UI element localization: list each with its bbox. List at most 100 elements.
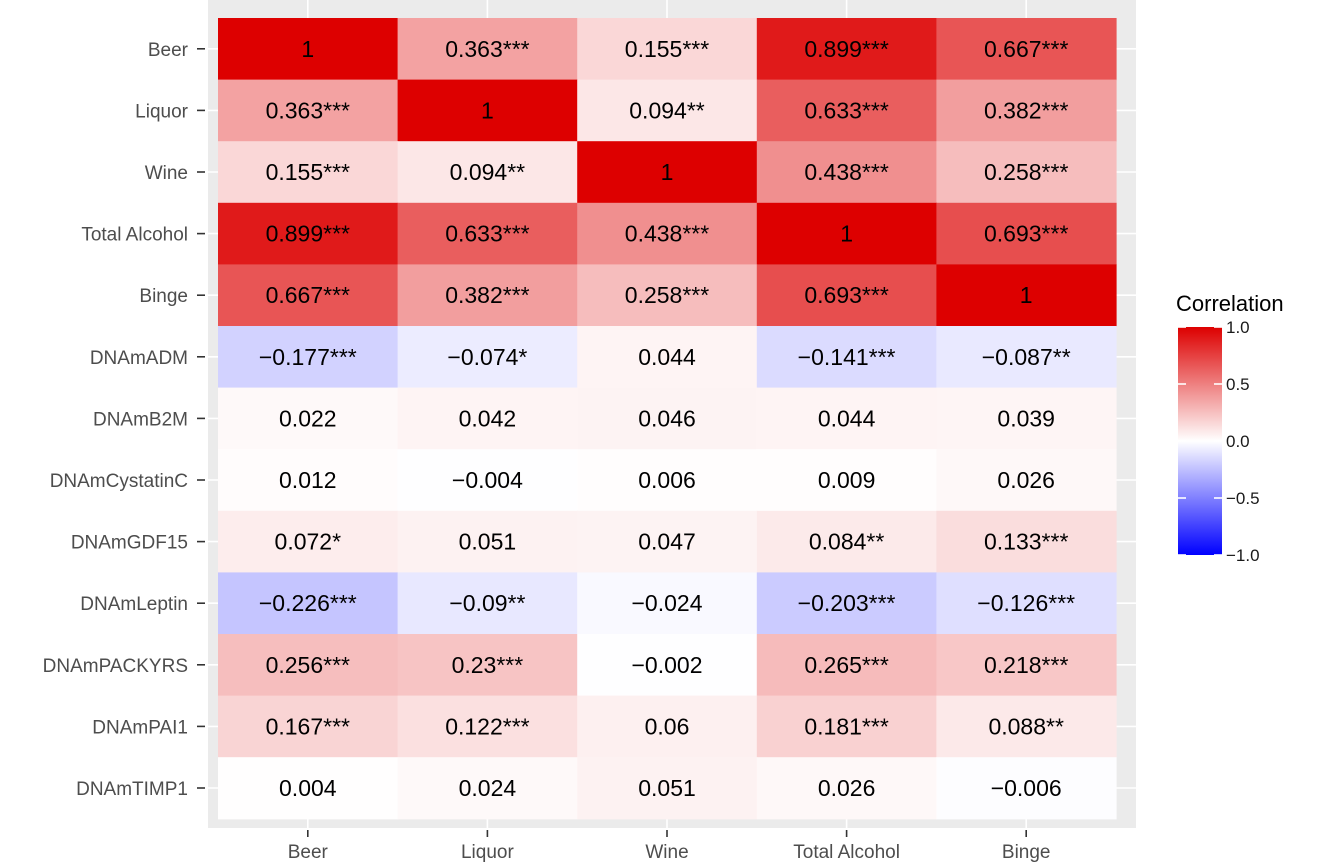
cell-label-beer-wine: 0.155*** [625, 36, 709, 62]
cell-label-total-alcohol-beer: 0.899*** [266, 221, 350, 247]
y-axis: Beer Liquor Wine Total Alcohol Binge DNAmADM D… [43, 40, 205, 800]
cell-label-dnamgdf15-binge: 0.133*** [984, 529, 1068, 555]
y-tick-label-dnamcystatinc: DNAmCystatinC [50, 471, 188, 492]
y-tick-label-binge: Binge [139, 286, 188, 307]
cell-binge-beer [218, 264, 399, 327]
cell-dnampackyrs-total-alcohol [756, 634, 937, 697]
legend-tick-label-1: 0.5 [1226, 375, 1250, 394]
cell-label-dnamadm-beer: −0.177*** [259, 344, 357, 370]
cell-wine-liquor [397, 141, 578, 204]
cell-total-alcohol-total-alcohol [756, 202, 937, 265]
cell-label-beer-total-alcohol: 0.899*** [804, 36, 888, 62]
cell-dnamleptin-beer [218, 572, 399, 635]
cell-label-binge-liquor: 0.382*** [445, 282, 529, 308]
cell-label-liquor-beer: 0.363*** [266, 97, 350, 123]
cell-wine-beer [218, 141, 399, 204]
cell-wine-wine [577, 141, 758, 204]
cell-label-wine-total-alcohol: 0.438*** [804, 159, 888, 185]
legend-title: Correlation [1176, 291, 1284, 316]
cell-label-dnamleptin-beer: −0.226*** [259, 590, 357, 616]
cell-label-dnamgdf15-liquor: 0.051 [459, 529, 517, 555]
legend-tick-label-2: 0.0 [1226, 432, 1250, 451]
cell-beer-binge [936, 18, 1117, 81]
cell-binge-liquor [397, 264, 578, 327]
y-tick-label-dnamb2m: DNAmB2M [93, 409, 188, 430]
cell-label-dnamtimp1-beer: 0.004 [279, 775, 337, 801]
cell-label-dnampai1-liquor: 0.122*** [445, 713, 529, 739]
cell-dnamtimp1-liquor [397, 757, 578, 820]
cell-label-dnampai1-total-alcohol: 0.181*** [804, 713, 888, 739]
x-tick-label-total-alcohol: Total Alcohol [793, 842, 900, 863]
cell-dnampai1-wine [577, 695, 758, 758]
cell-dnamb2m-total-alcohol [756, 387, 937, 450]
x-tick-label-beer: Beer [288, 842, 329, 863]
legend-tick-label-4: −1.0 [1226, 546, 1260, 565]
cell-label-dnamleptin-total-alcohol: −0.203*** [798, 590, 896, 616]
cell-total-alcohol-wine [577, 202, 758, 265]
cell-label-dnamtimp1-binge: −0.006 [991, 775, 1062, 801]
cell-dnamadm-wine [577, 326, 758, 389]
cell-label-wine-liquor: 0.094** [450, 159, 526, 185]
cell-label-dnamb2m-total-alcohol: 0.044 [818, 405, 876, 431]
cell-label-binge-total-alcohol: 0.693*** [804, 282, 888, 308]
cell-dnamadm-beer [218, 326, 399, 389]
cell-dnampackyrs-binge [936, 634, 1117, 697]
cell-label-liquor-wine: 0.094** [629, 97, 705, 123]
y-tick-label-dnampai1: DNAmPAI1 [92, 717, 188, 738]
cell-label-binge-wine: 0.258*** [625, 282, 709, 308]
x-axis: Beer Liquor Wine Total Alcohol Binge [288, 830, 1051, 863]
cell-label-liquor-binge: 0.382*** [984, 97, 1068, 123]
cell-liquor-wine [577, 79, 758, 142]
cell-label-total-alcohol-total-alcohol: 1 [840, 221, 853, 247]
cell-dnamgdf15-total-alcohol [756, 510, 937, 573]
cell-label-dnamleptin-binge: −0.126*** [977, 590, 1075, 616]
cell-beer-liquor [397, 18, 578, 81]
cell-dnamtimp1-binge [936, 757, 1117, 820]
cell-dnamcystatinc-wine [577, 449, 758, 512]
y-tick-label-beer: Beer [148, 40, 189, 61]
y-tick-label-dnamleptin: DNAmLeptin [80, 594, 188, 615]
cell-label-wine-beer: 0.155*** [266, 159, 350, 185]
cell-label-dnamb2m-liquor: 0.042 [459, 405, 517, 431]
legend-ticks: 1.0 0.5 0.0 −0.5 −1.0 [1178, 318, 1260, 565]
cell-dnamtimp1-beer [218, 757, 399, 820]
cell-label-dnamgdf15-total-alcohol: 0.084** [809, 529, 885, 555]
cell-label-dnampai1-wine: 0.06 [645, 713, 690, 739]
cell-label-dnampackyrs-binge: 0.218*** [984, 652, 1068, 678]
cell-label-dnamadm-total-alcohol: −0.141*** [798, 344, 896, 370]
cell-dnamleptin-binge [936, 572, 1117, 635]
cell-dnamb2m-liquor [397, 387, 578, 450]
cell-dnamgdf15-binge [936, 510, 1117, 573]
cell-label-dnamadm-binge: −0.087** [982, 344, 1071, 370]
cell-label-dnampai1-binge: 0.088** [988, 713, 1064, 739]
cell-dnamcystatinc-binge [936, 449, 1117, 512]
cell-dnamadm-binge [936, 326, 1117, 389]
cell-labels: 1 0.363*** 0.155*** 0.899*** 0.667*** 0.363**… [259, 36, 1075, 801]
cell-label-dnamb2m-binge: 0.039 [997, 405, 1055, 431]
cell-dnampai1-binge [936, 695, 1117, 758]
cell-liquor-beer [218, 79, 399, 142]
cell-dnampai1-total-alcohol [756, 695, 937, 758]
cell-label-dnamadm-liquor: −0.074* [447, 344, 527, 370]
cell-label-dnamleptin-liquor: −0.09** [449, 590, 525, 616]
y-tick-label-wine: Wine [145, 163, 188, 184]
cell-label-total-alcohol-wine: 0.438*** [625, 221, 709, 247]
cell-dnamtimp1-wine [577, 757, 758, 820]
legend-tick-label-3: −0.5 [1226, 489, 1260, 508]
y-tick-label-dnamtimp1: DNAmTIMP1 [76, 779, 188, 800]
cell-total-alcohol-liquor [397, 202, 578, 265]
cell-dnamb2m-wine [577, 387, 758, 450]
cell-total-alcohol-binge [936, 202, 1117, 265]
y-tick-label-dnampackyrs: DNAmPACKYRS [43, 656, 188, 677]
cell-label-dnamb2m-wine: 0.046 [638, 405, 696, 431]
x-tick-label-binge: Binge [1002, 842, 1051, 863]
cell-binge-total-alcohol [756, 264, 937, 327]
y-tick-label-total-alcohol: Total Alcohol [81, 225, 188, 246]
cell-dnamgdf15-liquor [397, 510, 578, 573]
legend-tick-label-0: 1.0 [1226, 318, 1250, 337]
cell-dnamadm-liquor [397, 326, 578, 389]
cell-dnamb2m-beer [218, 387, 399, 450]
cell-label-dnamcystatinc-wine: 0.006 [638, 467, 696, 493]
y-tick-label-dnamgdf15: DNAmGDF15 [71, 533, 188, 554]
